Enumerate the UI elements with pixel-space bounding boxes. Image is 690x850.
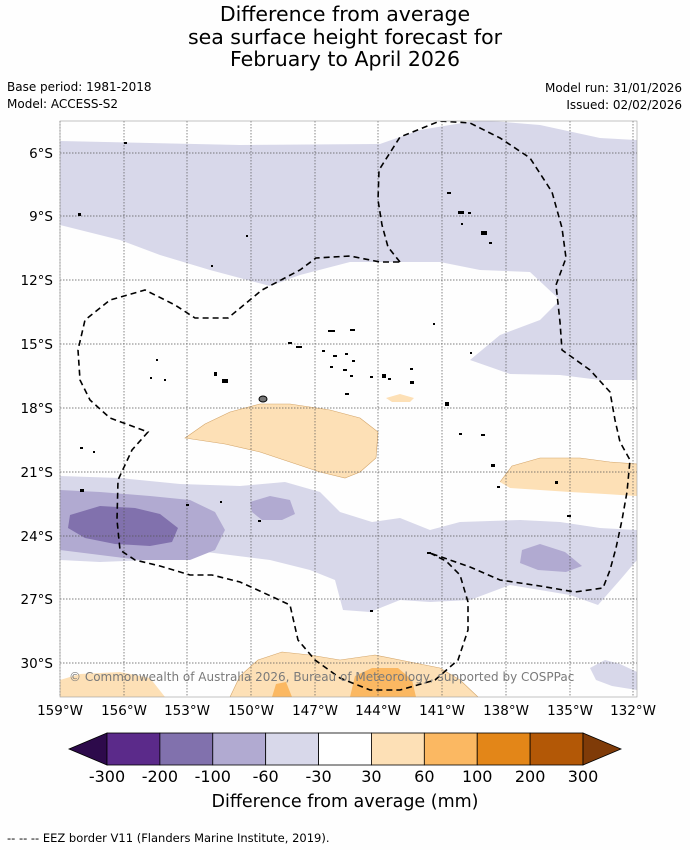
colorbar-tick-label: 30 (361, 767, 381, 786)
colorbar-swatch (318, 732, 372, 766)
lat-label: 18°S (21, 401, 54, 417)
title-line-3: February to April 2026 (230, 47, 460, 71)
lat-label: 27°S (21, 592, 54, 608)
colorbar-swatch (423, 732, 478, 766)
colorbar-swatch (529, 732, 584, 766)
lat-label: 12°S (21, 273, 54, 289)
title-line-1: Difference from average (219, 2, 471, 26)
lon-label: 147°W (292, 703, 338, 719)
lon-label: 144°W (355, 703, 401, 719)
colorbar-swatch (106, 732, 161, 766)
anomaly-fields (60, 121, 637, 697)
run-info: Model run: 31/01/2026 Issued: 02/02/2026 (545, 80, 682, 114)
lat-label: 9°S (29, 209, 53, 225)
anomaly-region (272, 682, 292, 697)
positive-outlines (184, 403, 637, 697)
island (258, 395, 268, 403)
issued-date: Issued: 02/02/2026 (566, 98, 682, 112)
lat-label: 24°S (21, 529, 54, 545)
colorbar: -300 -200 -100 -60 -30 30 60 100 200 300 (67, 732, 623, 786)
lon-label: 156°W (101, 703, 147, 719)
base-info: Base period: 1981-2018 Model: ACCESS-S2 (7, 79, 152, 113)
colorbar-tick-label: 100 (462, 767, 493, 786)
lon-label: 138°W (483, 703, 529, 719)
colorbar-tick-label: -200 (142, 767, 178, 786)
colorbar-tick-label: -60 (253, 767, 279, 786)
colorbar-title: Difference from average (mm) (211, 792, 479, 812)
anomaly-region (500, 458, 637, 496)
colorbar-swatch (265, 732, 319, 766)
colorbar-swatch (371, 732, 425, 766)
title-line-2: sea surface height forecast for (187, 24, 503, 49)
lat-label: 15°S (21, 337, 54, 353)
colorbar-swatch (159, 732, 214, 766)
anomaly-region (60, 672, 165, 697)
lon-label: 153°W (164, 703, 210, 719)
lon-label: 141°W (419, 703, 465, 719)
lon-label: 159°W (37, 703, 83, 719)
plot-frame (59, 120, 638, 698)
map-title: Difference from average sea surface heig… (0, 3, 690, 71)
lon-label: 132°W (610, 703, 656, 719)
base-period: Base period: 1981-2018 (7, 80, 152, 94)
eez-legend-note: -- -- -- EEZ border V11 (Flanders Marine… (7, 831, 330, 845)
anomaly-region (185, 404, 378, 478)
colorbar-max-arrow (582, 732, 623, 766)
anomaly-region (590, 660, 637, 690)
anomaly-region (520, 544, 582, 572)
longitude-labels: 159°W 156°W 153°W 150°W 147°W 144°W 141°… (37, 703, 656, 719)
model-run: Model run: 31/01/2026 (544, 81, 682, 95)
colorbar-min-arrow (67, 732, 108, 766)
colorbar-tick-label: -30 (305, 767, 331, 786)
copyright-notice: © Commonwealth of Australia 2026, Bureau… (69, 670, 574, 684)
colorbar-tick-label: 200 (515, 767, 546, 786)
colorbar-swatch (212, 732, 267, 766)
model-name: Model: ACCESS-S2 (7, 97, 119, 111)
latitude-labels: 6°S 9°S 12°S 15°S 18°S 21°S 24°S 27°S 30… (21, 146, 54, 672)
colorbar-tick-label: -300 (89, 767, 125, 786)
anomaly-region (250, 496, 295, 520)
colorbar-tick-label: 60 (414, 767, 434, 786)
lon-label: 135°W (547, 703, 593, 719)
lat-label: 21°S (21, 465, 54, 481)
anomaly-region (386, 394, 414, 402)
lon-label: 150°W (228, 703, 274, 719)
eez-borders (77, 121, 631, 691)
lat-label: 30°S (21, 656, 54, 672)
colorbar-tick-label: 300 (568, 767, 599, 786)
lat-label: 6°S (29, 146, 53, 162)
colorbar-tick-label: -100 (195, 767, 231, 786)
colorbar-swatch (476, 732, 531, 766)
anomaly-region (60, 121, 637, 380)
islands (78, 142, 571, 612)
